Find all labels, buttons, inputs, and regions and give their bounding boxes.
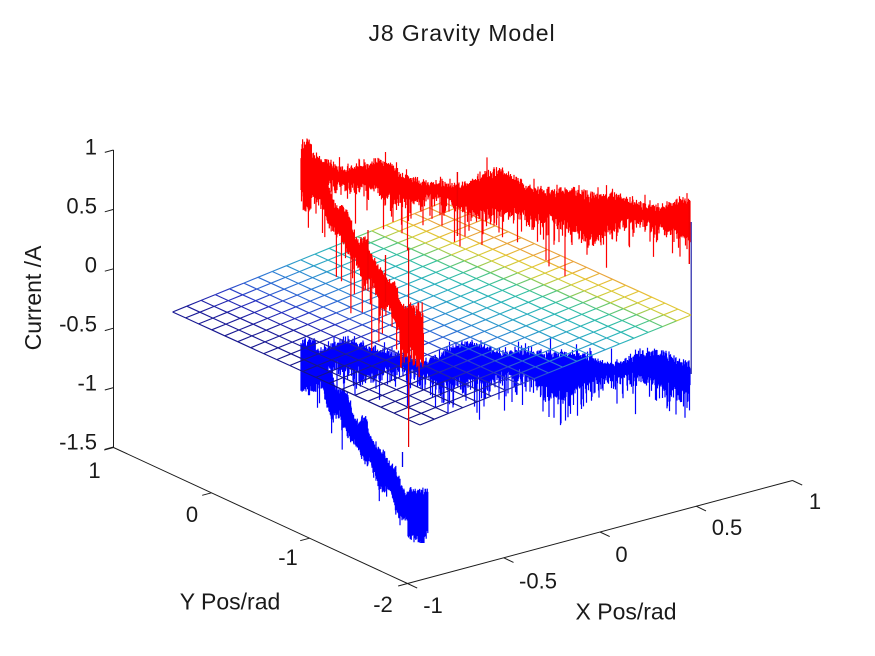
svg-text:0.5: 0.5 [712, 515, 743, 540]
svg-text:-0.5: -0.5 [519, 569, 557, 594]
svg-text:0: 0 [615, 542, 627, 567]
svg-text:J8 Gravity Model: J8 Gravity Model [369, 20, 556, 46]
svg-text:1: 1 [809, 489, 821, 514]
svg-text:X Pos/rad: X Pos/rad [576, 598, 677, 624]
svg-text:-1: -1 [278, 545, 298, 570]
svg-text:0: 0 [186, 502, 198, 527]
svg-text:-2: -2 [373, 592, 393, 617]
svg-text:-1: -1 [77, 371, 97, 396]
svg-text:-0.5: -0.5 [59, 312, 97, 337]
svg-text:-1: -1 [423, 593, 443, 618]
svg-text:1: 1 [85, 135, 97, 160]
svg-text:-1.5: -1.5 [59, 430, 97, 455]
svg-text:0.5: 0.5 [66, 194, 97, 219]
svg-text:Current /A: Current /A [20, 245, 46, 350]
svg-text:0: 0 [85, 253, 97, 278]
svg-text:1: 1 [88, 458, 100, 483]
svg-text:Y Pos/rad: Y Pos/rad [180, 588, 281, 614]
